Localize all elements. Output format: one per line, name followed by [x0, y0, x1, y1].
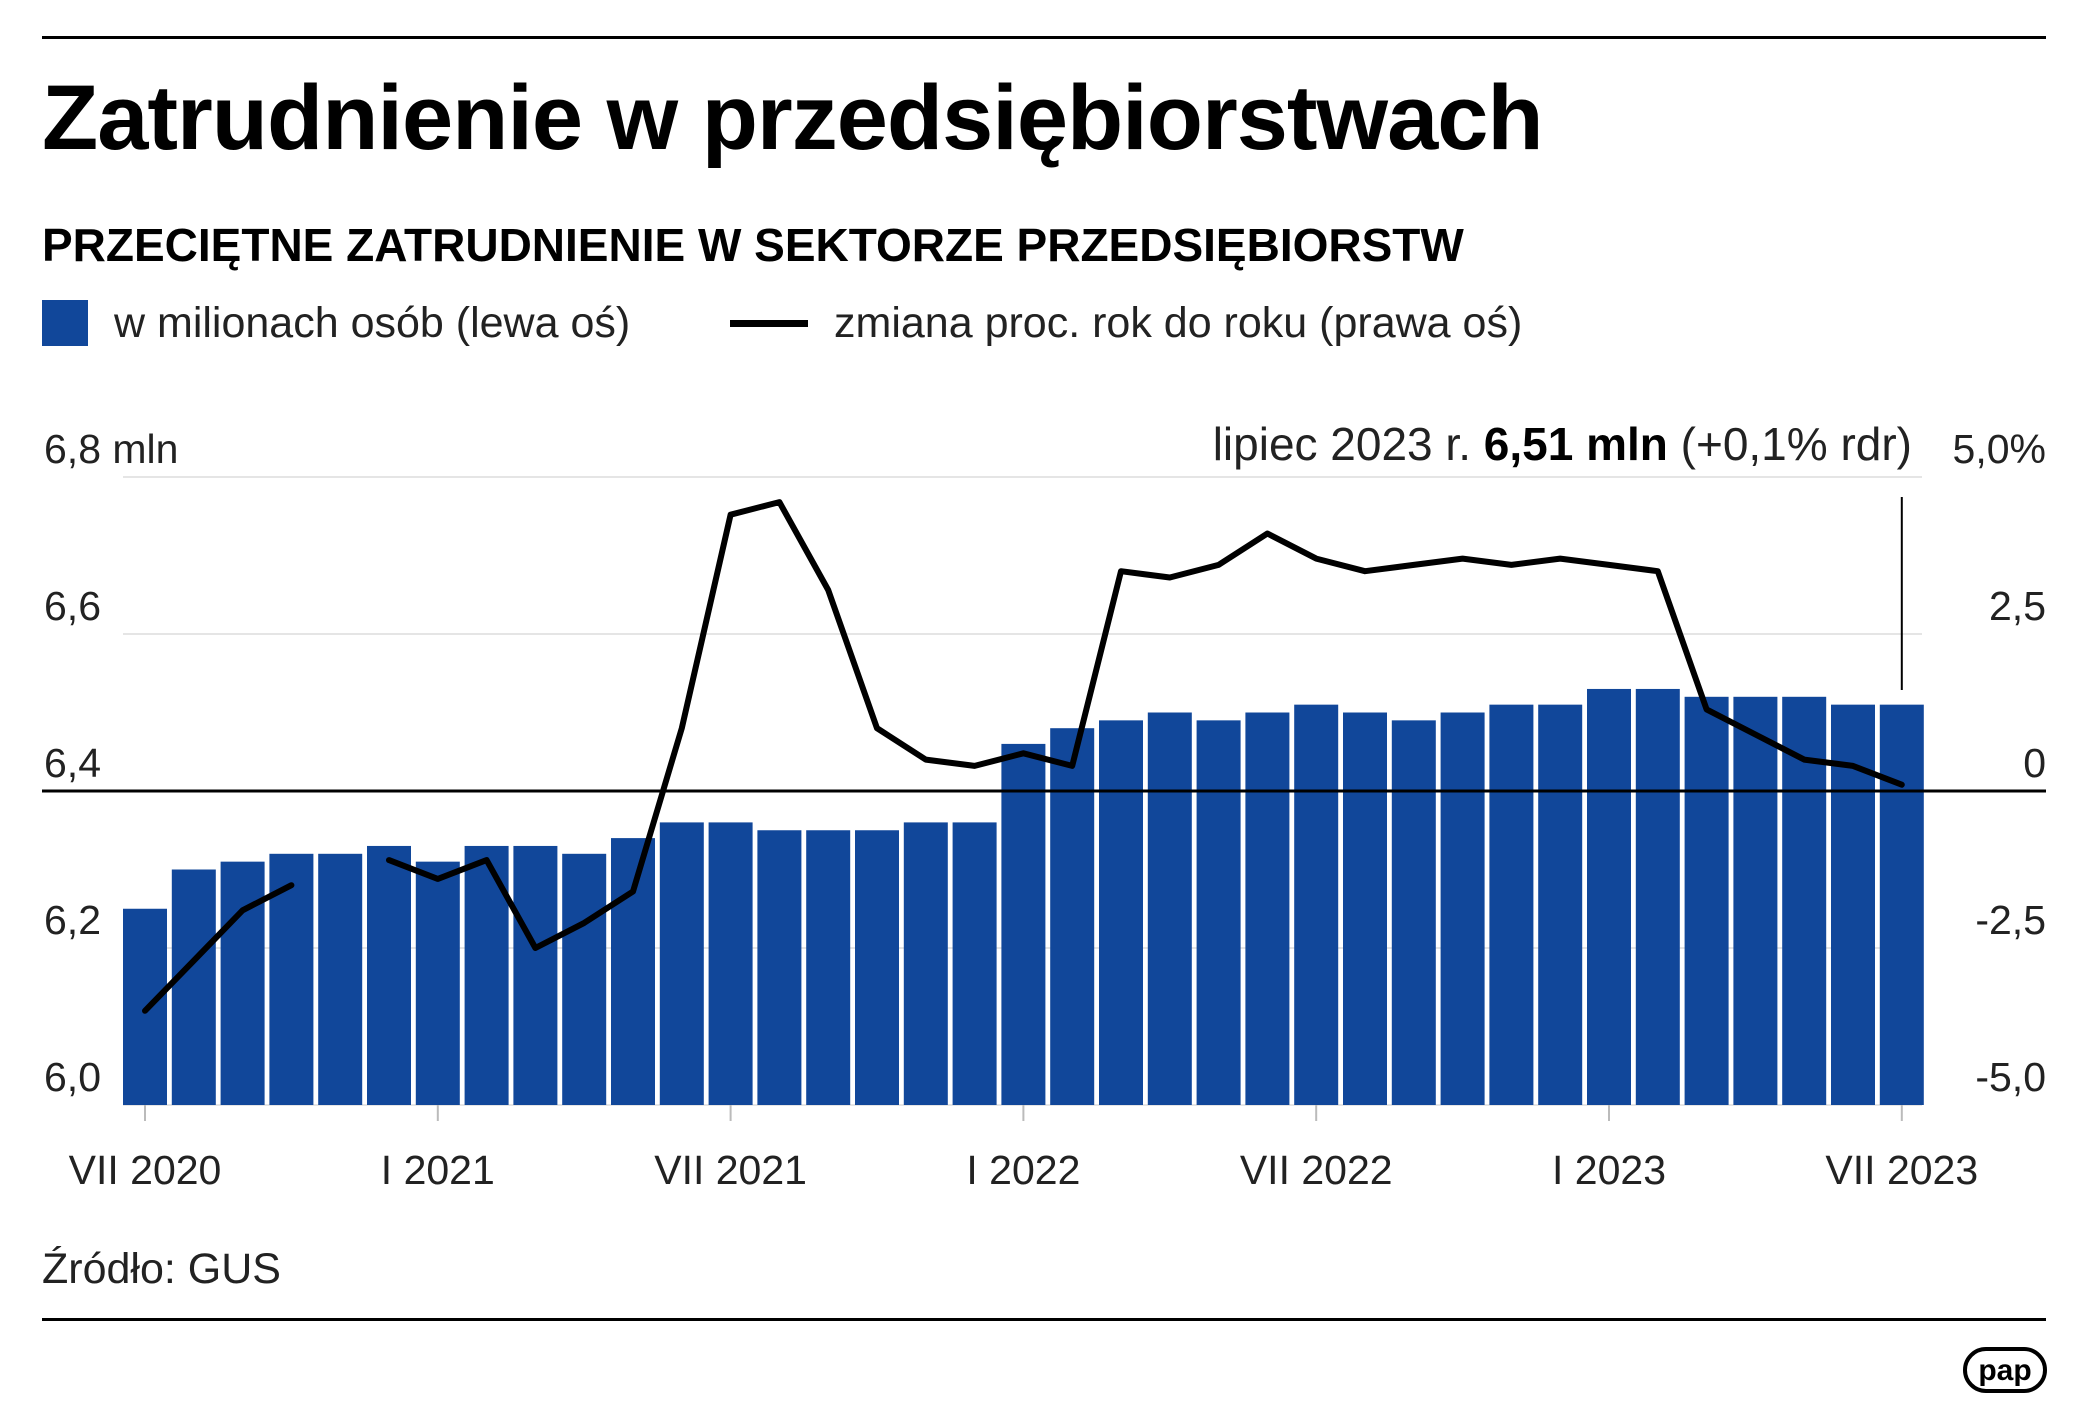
- bar: [903, 822, 948, 1105]
- bar: [1635, 688, 1680, 1105]
- bottom-rule: [42, 1318, 2046, 1321]
- y-left-tick-label: 6,0: [44, 1054, 101, 1100]
- bar: [1099, 720, 1143, 1105]
- y-right-tick-label: 2,5: [1989, 583, 2046, 629]
- bar: [220, 861, 265, 1105]
- bar: [1440, 712, 1485, 1105]
- y-right-tick-label: -2,5: [1975, 897, 2046, 943]
- bar: [1538, 704, 1583, 1105]
- bar: [1782, 696, 1827, 1105]
- y-right-tick-label: 5,0%: [1953, 426, 2046, 472]
- legend-bars: w milionach osób (lewa oś): [42, 298, 630, 348]
- bar: [1050, 728, 1095, 1105]
- bar: [757, 830, 802, 1105]
- legend-line-swatch: [730, 319, 808, 327]
- bar: [1587, 688, 1631, 1105]
- y-left-tick-label: 6,2: [44, 897, 101, 943]
- pap-logo: pap: [1963, 1347, 2047, 1393]
- chart-subtitle: PRZECIĘTNE ZATRUDNIENIE W SEKTORZE PRZED…: [42, 219, 1464, 271]
- x-tick-label: VII 2021: [654, 1147, 807, 1193]
- chart-title: Zatrudnienie w przedsiębiorstwach: [42, 67, 1544, 169]
- bar: [855, 830, 899, 1105]
- bar: [1294, 704, 1339, 1105]
- x-tick-label: I 2022: [966, 1147, 1080, 1193]
- bar: [562, 853, 607, 1105]
- x-tick-label: I 2023: [1552, 1147, 1666, 1193]
- chart: lipiec 2023 r. 6,51 mln (+0,1% rdr) 6,0 -…: [42, 418, 2046, 1193]
- series-line: [142, 882, 295, 1014]
- logo-text: pap: [1978, 1354, 2031, 1387]
- legend-bars-label: w milionach osób (lewa oś): [114, 298, 631, 347]
- bar: [415, 861, 460, 1105]
- bar: [1879, 704, 1924, 1105]
- y-left-tick-label: 6,4: [44, 740, 101, 786]
- x-tick-label: VII 2020: [69, 1147, 222, 1193]
- x-tick-label: I 2021: [381, 1147, 495, 1193]
- bar: [1196, 720, 1241, 1105]
- x-tick-label: VII 2022: [1240, 1147, 1393, 1193]
- top-rule: [42, 36, 2046, 39]
- legend-line-label: zmiana proc. rok do roku (prawa oś): [834, 298, 1523, 347]
- legend-bar-swatch: [42, 300, 88, 346]
- x-tick-label: VII 2023: [1825, 1147, 1978, 1193]
- bar: [1147, 712, 1192, 1105]
- bar: [1489, 704, 1534, 1105]
- bar: [1001, 743, 1046, 1105]
- bar: [1391, 720, 1436, 1105]
- y-left-tick-label: 6,6: [44, 583, 101, 629]
- bar: [1245, 712, 1290, 1105]
- annotation-suffix: (+0,1% rdr): [1668, 418, 1912, 470]
- bar: [1684, 696, 1729, 1105]
- annotation-value: 6,51 mln: [1484, 418, 1668, 470]
- y-right-tick-label: 0: [2023, 740, 2046, 786]
- bar: [1733, 696, 1778, 1105]
- source-note: Źródło: GUS: [42, 1245, 281, 1293]
- bar: [1343, 712, 1387, 1105]
- bar: [318, 853, 363, 1105]
- bar: [513, 845, 558, 1105]
- annotation-text: lipiec 2023 r. 6,51 mln (+0,1% rdr): [1213, 418, 1912, 470]
- bar: [708, 822, 753, 1105]
- bar: [659, 822, 704, 1105]
- bar: [806, 830, 851, 1105]
- y-left-tick-label: 6,8 mln: [44, 426, 178, 472]
- y-right-tick-label: -5,0: [1975, 1054, 2046, 1100]
- bar: [171, 869, 216, 1105]
- legend-line: zmiana proc. rok do roku (prawa oś): [730, 298, 1522, 348]
- bar: [611, 838, 655, 1105]
- annotation-prefix: lipiec 2023 r.: [1213, 418, 1484, 470]
- bar: [952, 822, 997, 1105]
- bar: [367, 845, 411, 1105]
- series-line: [386, 499, 1905, 951]
